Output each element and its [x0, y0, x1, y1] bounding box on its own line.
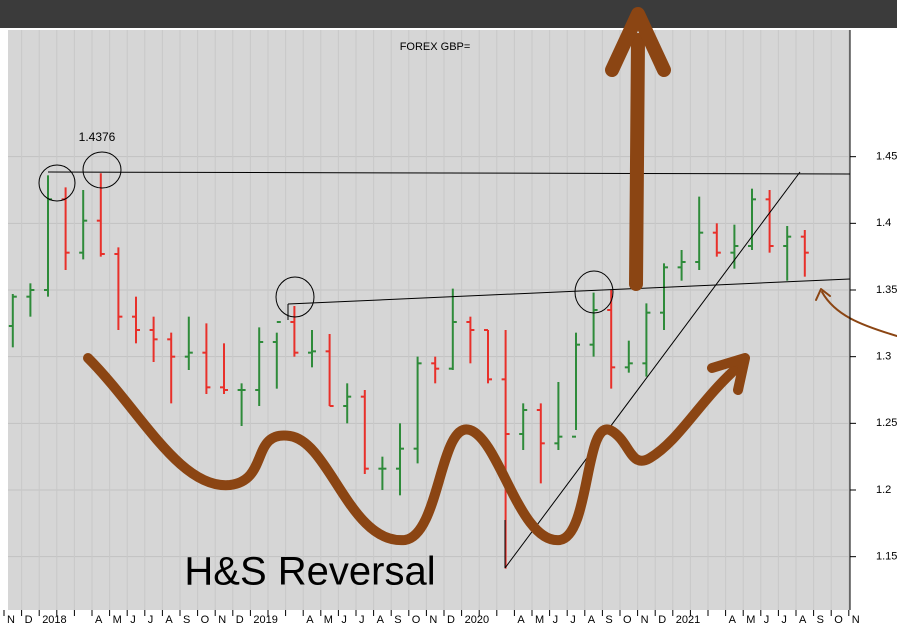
x-tick-label: 2018: [42, 614, 66, 626]
x-tick-label: J: [764, 614, 770, 626]
x-tick-label: N: [429, 614, 437, 626]
x-tick-label: A: [588, 614, 596, 626]
x-tick-label: S: [605, 614, 612, 626]
x-tick-label: N: [641, 614, 649, 626]
x-tick-label: D: [236, 614, 244, 626]
x-tick-label: A: [95, 614, 103, 626]
x-tick-label: J: [341, 614, 347, 626]
pattern-label: H&S Reversal: [184, 550, 435, 594]
x-tick-label: A: [165, 614, 173, 626]
x-tick-label: M: [113, 614, 122, 626]
x-tick-label: A: [517, 614, 525, 626]
page: {"chart_data": { "type": "ohlc", "title"…: [0, 0, 897, 628]
x-tick-label: M: [746, 614, 755, 626]
x-tick-label: 2020: [465, 614, 489, 626]
x-tick-label: D: [25, 614, 33, 626]
x-tick-label: J: [148, 614, 154, 626]
x-tick-label: S: [817, 614, 824, 626]
chart-title: FOREX GBP=: [400, 41, 471, 53]
top-bar: [0, 0, 897, 28]
x-tick-label: J: [570, 614, 576, 626]
x-tick-label: 2019: [253, 614, 277, 626]
x-tick-label: S: [183, 614, 190, 626]
x-tick-label: N: [218, 614, 226, 626]
x-tick-label: A: [377, 614, 385, 626]
peak-label: 1.4376: [79, 130, 116, 144]
x-tick-label: J: [130, 614, 136, 626]
chart: FOREX GBP= 1.4376 H&S Reversal 1.15 1.2 1.…: [0, 0, 897, 628]
x-tick-label: O: [623, 614, 632, 626]
y-tick-label: 1.3: [876, 351, 891, 363]
x-tick-label: O: [834, 614, 843, 626]
x-tick-label: A: [799, 614, 807, 626]
x-tick-label: J: [553, 614, 559, 626]
x-tick-label: J: [781, 614, 787, 626]
x-tick-label: O: [412, 614, 421, 626]
x-tick-label: N: [7, 614, 15, 626]
y-tick-label: 1.35: [876, 284, 897, 296]
x-tick-label: S: [394, 614, 401, 626]
x-tick-label: M: [535, 614, 544, 626]
x-tick-label: M: [324, 614, 333, 626]
y-tick-label: 1.2: [876, 484, 891, 496]
y-tick-label: 1.15: [876, 551, 897, 563]
y-tick-label: 1.4: [876, 217, 891, 229]
y-tick-label: 1.25: [876, 417, 897, 429]
up-arrow-shaft: [636, 40, 638, 284]
x-tick-label: D: [447, 614, 455, 626]
x-tick-label: J: [359, 614, 365, 626]
x-tick-label: O: [201, 614, 210, 626]
x-tick-label: N: [852, 614, 860, 626]
x-tick-label: 2021: [676, 614, 700, 626]
x-tick-label: D: [658, 614, 666, 626]
x-tick-label: A: [729, 614, 737, 626]
x-tick-label: A: [306, 614, 314, 626]
y-tick-label: 1.45: [876, 151, 897, 163]
